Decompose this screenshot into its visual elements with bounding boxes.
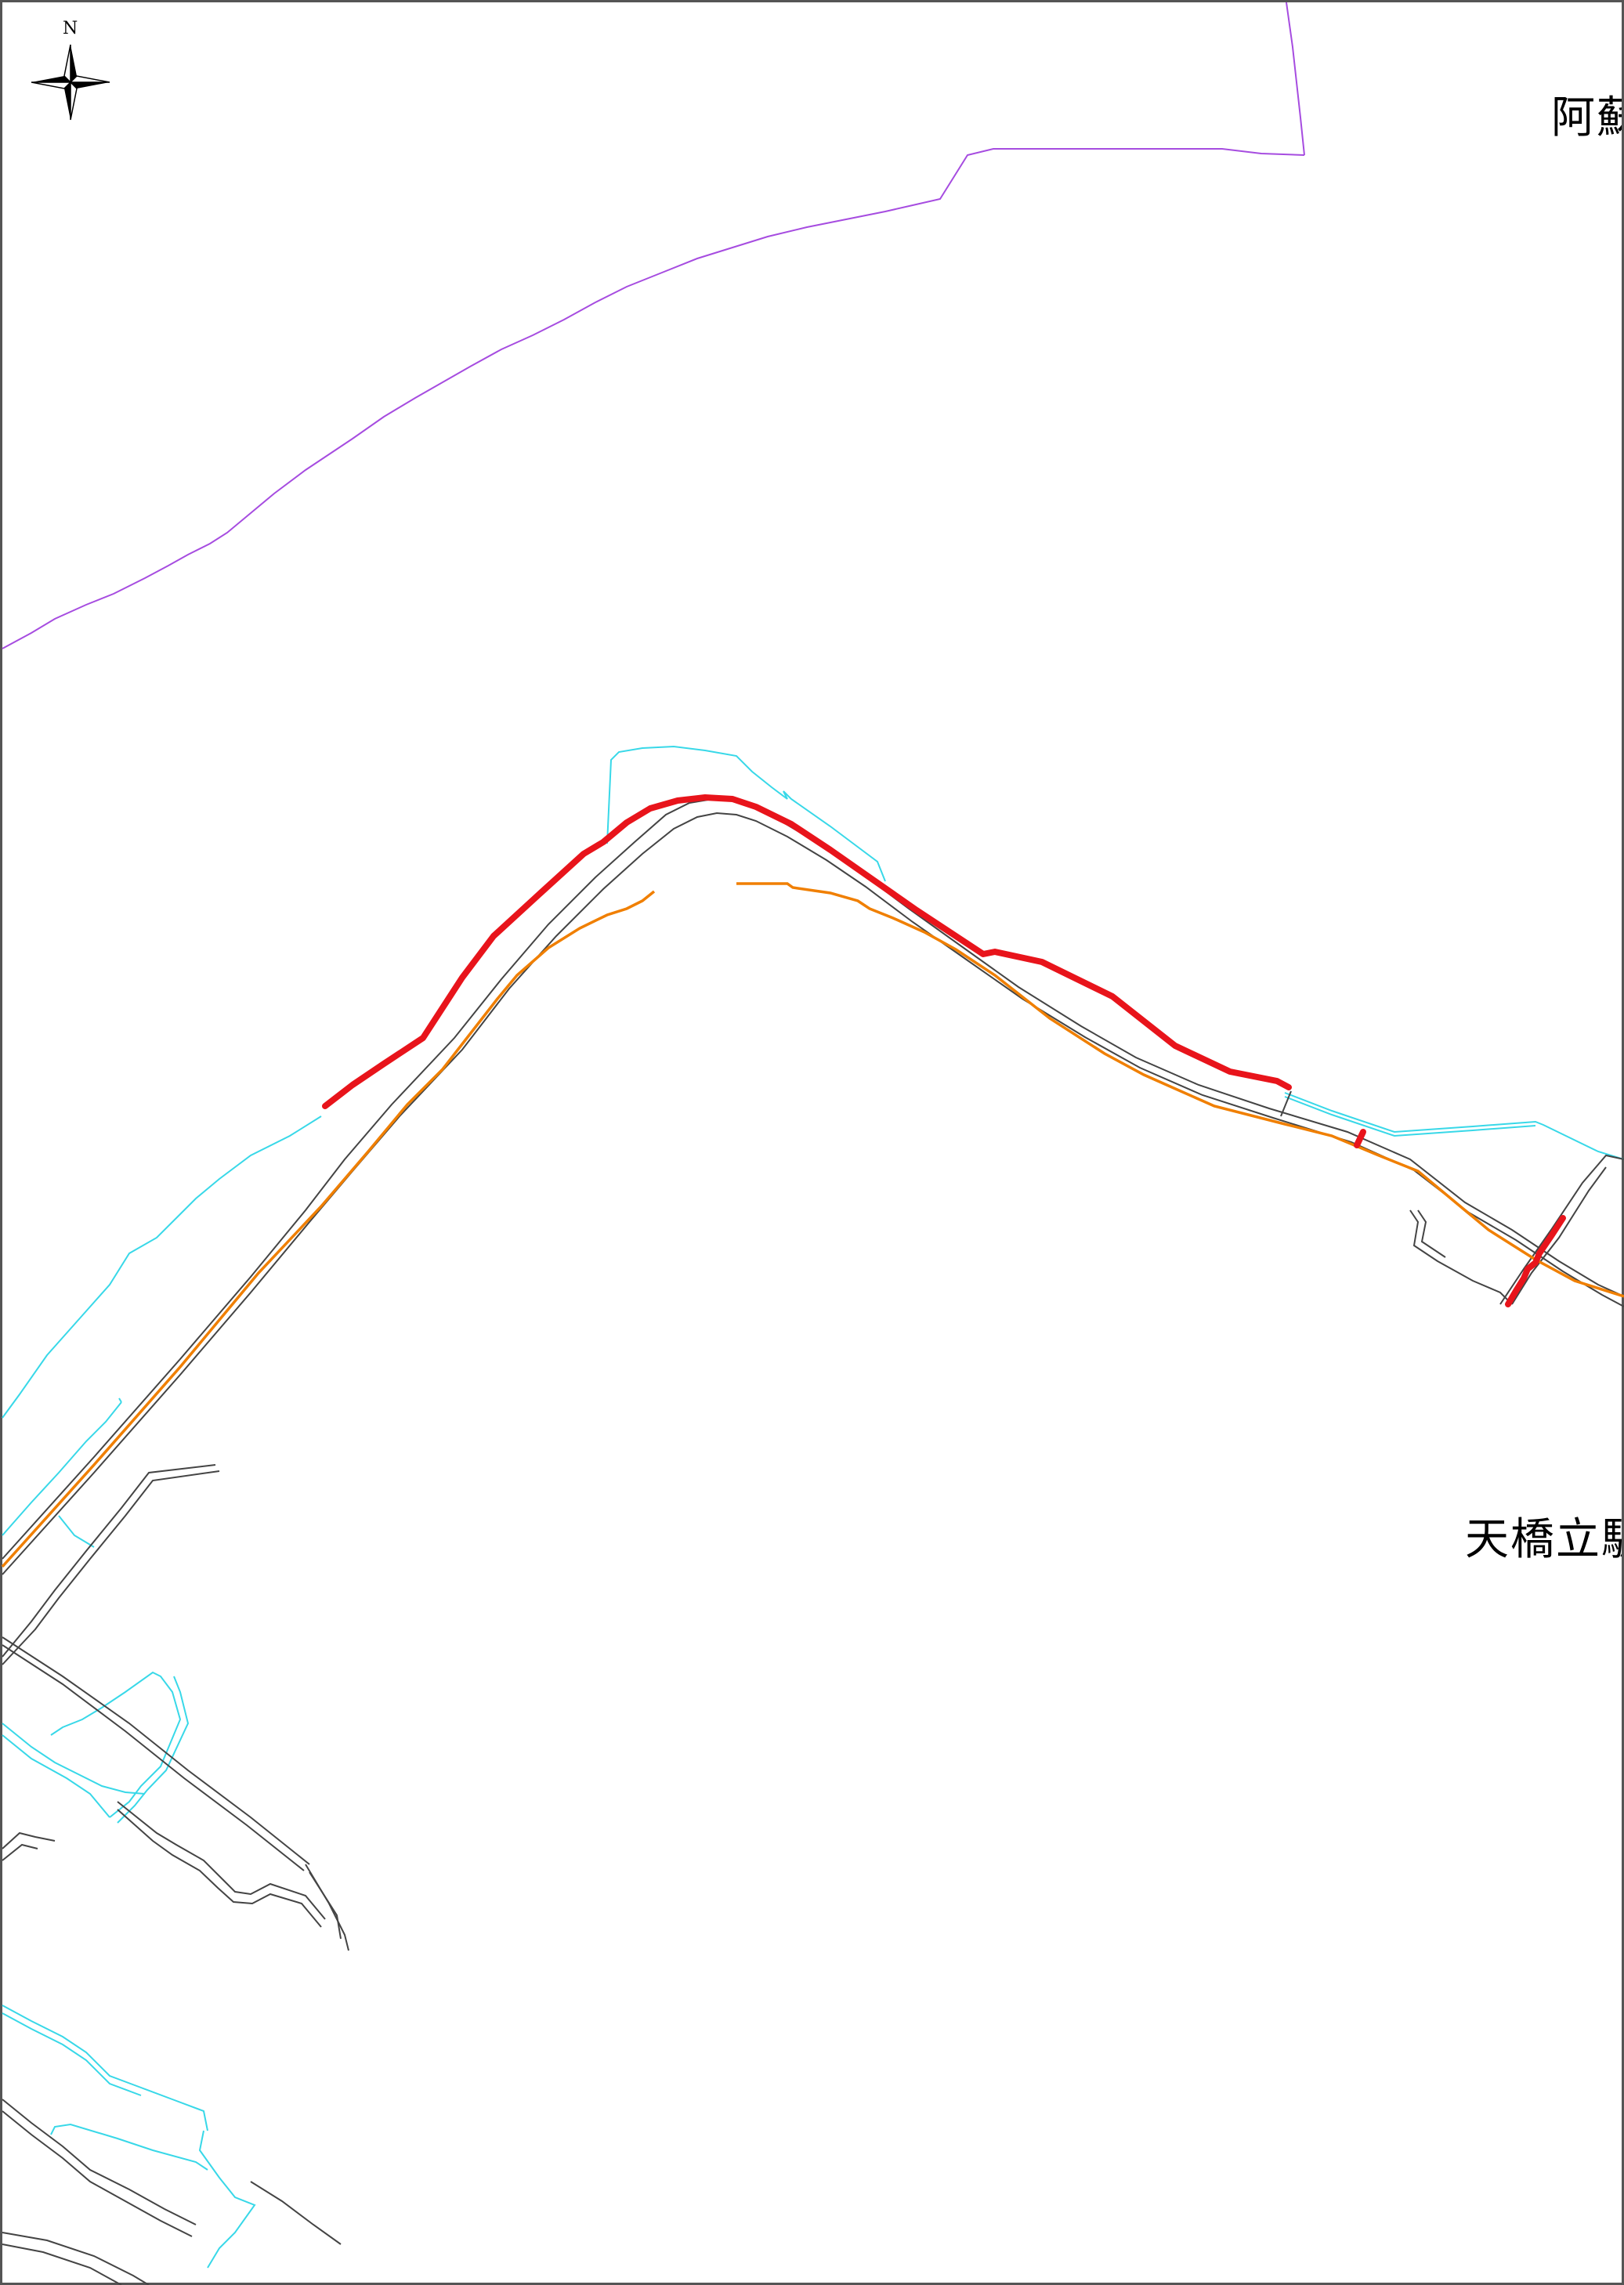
place-label-mid-right: 天橋立駅 bbox=[1465, 1514, 1622, 1565]
boundary-line bbox=[2, 2, 1305, 649]
road-lines bbox=[2, 797, 1624, 2285]
place-label-top-right: 阿蘇 bbox=[1551, 92, 1622, 143]
highlight-route bbox=[322, 794, 1566, 1307]
orange-line bbox=[1, 882, 1624, 1568]
waterway-lines bbox=[2, 745, 1624, 2269]
compass-north-label: N bbox=[63, 19, 78, 38]
north-arrow-icon bbox=[31, 44, 110, 121]
